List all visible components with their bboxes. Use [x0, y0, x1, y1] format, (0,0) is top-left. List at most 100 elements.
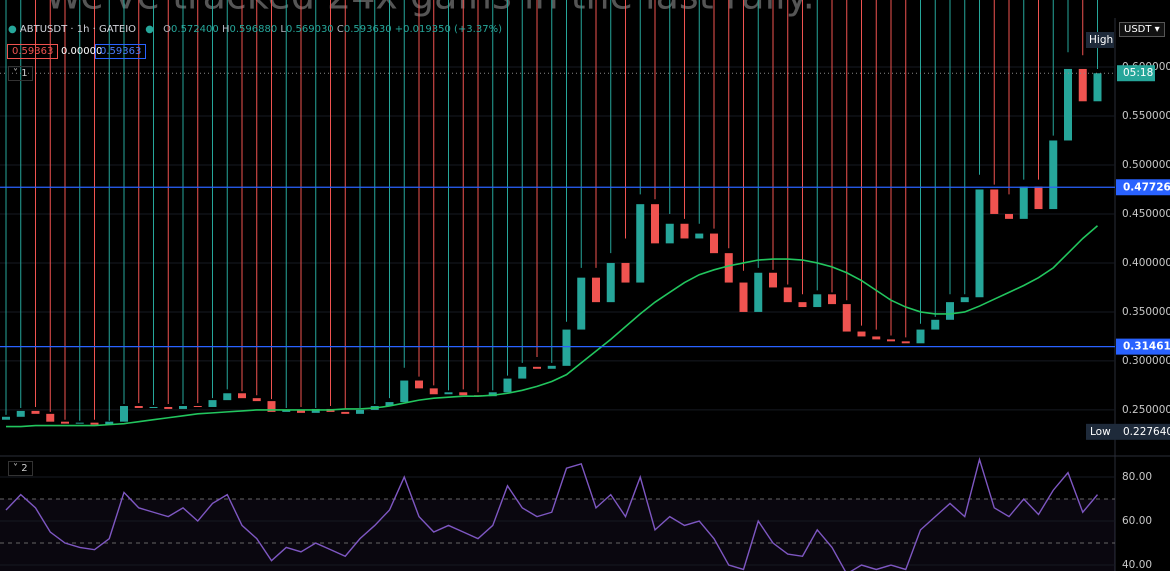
candle-body — [120, 406, 128, 422]
candle-body — [592, 277, 600, 303]
candle-body — [61, 421, 69, 424]
high-tag — [1086, 32, 1114, 48]
candle-body — [503, 378, 512, 393]
candle-body — [1005, 213, 1013, 219]
candle-body — [887, 339, 895, 342]
y-tick-label: 40.00 — [1122, 559, 1152, 571]
pane-label: 1 — [21, 68, 28, 79]
candle-body — [547, 365, 556, 369]
candle-body — [960, 297, 969, 303]
ohlc-value: 0.593630 — [343, 24, 392, 35]
candle-body — [562, 329, 571, 366]
candle-body — [356, 409, 364, 414]
y-tick-label: 0.500000 — [1122, 159, 1170, 171]
ohlc-value: 0.596880 — [229, 24, 278, 35]
candle-body — [75, 422, 84, 424]
candle-body — [783, 287, 792, 303]
candle-body — [46, 413, 55, 422]
y-tick-label: 60.00 — [1122, 515, 1152, 527]
rsi-line — [5, 456, 1099, 571]
legend-bar: ● ABTUSDT · 1h · GATEIO ● O0.572400 H0.5… — [8, 24, 502, 35]
low-tag — [1086, 423, 1170, 440]
y-tick-label: 0.250000 — [1122, 404, 1170, 416]
caption: We've tracked 24x gains in the last rall… — [45, 0, 815, 18]
candle-body — [267, 401, 276, 412]
change: +0.019350 (+3.37%) — [394, 24, 502, 35]
ohlc-value: 0.569030 — [285, 24, 334, 35]
pane-toggle[interactable]: ˅ 1 — [8, 66, 33, 81]
y-tick-label: 0.400000 — [1122, 257, 1170, 269]
low-label: Low — [1090, 426, 1111, 438]
candle-body — [946, 302, 954, 320]
candle-body — [31, 410, 40, 414]
candle-body — [149, 406, 158, 408]
value-box: 0.59363 — [7, 44, 59, 59]
value-box: 0.00000 — [61, 46, 103, 57]
candle-body — [931, 319, 940, 330]
candle-body — [621, 262, 630, 283]
candle-body — [400, 380, 409, 403]
pane-toggle[interactable]: ˅ 2 — [8, 461, 33, 476]
currency: USDT — [1124, 24, 1152, 35]
candle-body — [754, 272, 763, 312]
candle-body — [2, 416, 10, 420]
candle-body — [1049, 140, 1058, 210]
candle-body — [1093, 73, 1102, 102]
candle-body — [193, 406, 202, 408]
candle-body — [208, 400, 217, 407]
rsi-band — [0, 499, 1115, 571]
price-tag — [1116, 179, 1170, 196]
candle-body — [444, 392, 453, 395]
candle-body — [990, 189, 999, 214]
ohlc-key: O — [163, 24, 172, 35]
candle-body — [606, 262, 615, 303]
countdown-tag — [1117, 65, 1155, 82]
price-tag — [1116, 338, 1170, 355]
candle-body — [238, 393, 246, 399]
y-tick-label: 0.550000 — [1122, 110, 1170, 122]
candle-body — [636, 204, 645, 283]
candle-body — [385, 402, 394, 407]
candle-body — [134, 406, 143, 408]
y-tick-label: 0.300000 — [1122, 355, 1170, 367]
candle-body — [901, 341, 910, 344]
candle-body — [916, 329, 925, 344]
candle-body — [710, 233, 718, 254]
candle-body — [857, 331, 866, 337]
candle-body — [311, 408, 320, 413]
candle-body — [872, 336, 881, 340]
y-tick-label: 80.00 — [1122, 471, 1152, 483]
y-tick-label: 0.450000 — [1122, 208, 1170, 220]
moving-average — [6, 225, 1099, 428]
candle-body — [798, 302, 807, 308]
ohlc-key: L — [280, 24, 286, 35]
ohlc-key: H — [221, 24, 230, 35]
candle-body — [651, 204, 659, 244]
candle-body — [1064, 68, 1072, 141]
candle-body — [252, 398, 261, 402]
candle-body — [975, 189, 984, 298]
candle-body — [739, 282, 748, 312]
countdown: 05:18 — [1123, 67, 1153, 79]
ohlc-key: C — [336, 24, 344, 35]
candle-body — [724, 253, 733, 283]
candle-body — [164, 406, 173, 409]
candle-body — [842, 304, 851, 332]
candle-body — [297, 409, 305, 413]
high-label: High — [1089, 34, 1113, 46]
currency-dropdown[interactable]: USDT ▾ — [1119, 22, 1165, 37]
low-value: 0.227640 — [1123, 426, 1170, 438]
candle-body — [16, 410, 25, 417]
price-tag-label: 0.314616 — [1123, 341, 1170, 353]
ohlc-value: 0.572400 — [171, 24, 219, 35]
candle-body — [695, 233, 704, 239]
ohlc: O0.572400 H0.596880 L0.569030 C0.593630 — [163, 24, 395, 35]
candle-body — [577, 277, 586, 330]
candle-body — [429, 388, 438, 395]
value-box: 0.59363 — [95, 44, 147, 59]
candle-body — [90, 422, 99, 425]
candle-body — [533, 366, 541, 369]
